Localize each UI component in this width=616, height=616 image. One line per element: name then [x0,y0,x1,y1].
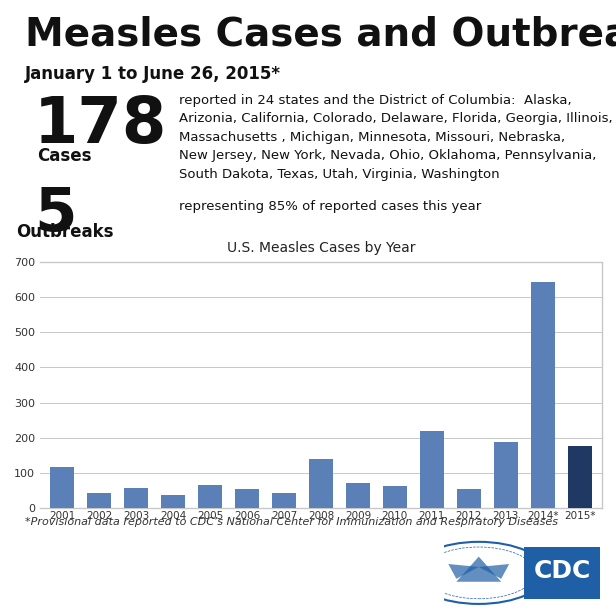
Bar [383,486,407,508]
Polygon shape [479,564,509,579]
Bar [198,485,222,508]
Text: *Provisional data reported to CDC’s National Center for Immunization and Respira: *Provisional data reported to CDC’s Nati… [25,517,557,527]
Text: reported in 24 states and the District of Columbia:  Alaska,
Arizonia, Californi: reported in 24 states and the District o… [179,94,612,180]
Bar [420,431,444,508]
Bar [161,495,185,508]
Text: Measles Cases and Outbreaks: Measles Cases and Outbreaks [25,15,616,54]
Text: CDC: CDC [533,559,591,583]
Bar [309,459,333,508]
Text: Outbreaks: Outbreaks [16,223,113,241]
Text: 5: 5 [34,185,76,244]
Text: representing 85% of reported cases this year: representing 85% of reported cases this … [179,200,481,213]
Bar [235,489,259,508]
Polygon shape [456,557,501,582]
Title: U.S. Measles Cases by Year: U.S. Measles Cases by Year [227,241,415,255]
Bar [124,488,148,508]
Bar [272,493,296,508]
Text: Cases: Cases [38,147,92,164]
Bar [346,483,370,508]
Text: January 1 to June 26, 2015*: January 1 to June 26, 2015* [25,65,281,83]
Bar [531,282,555,508]
Bar [457,489,481,508]
Text: 178: 178 [34,94,168,156]
Polygon shape [448,564,479,579]
Bar [568,445,592,508]
FancyBboxPatch shape [524,547,601,599]
Bar [87,493,111,508]
Bar [494,442,518,508]
Bar [51,468,75,508]
